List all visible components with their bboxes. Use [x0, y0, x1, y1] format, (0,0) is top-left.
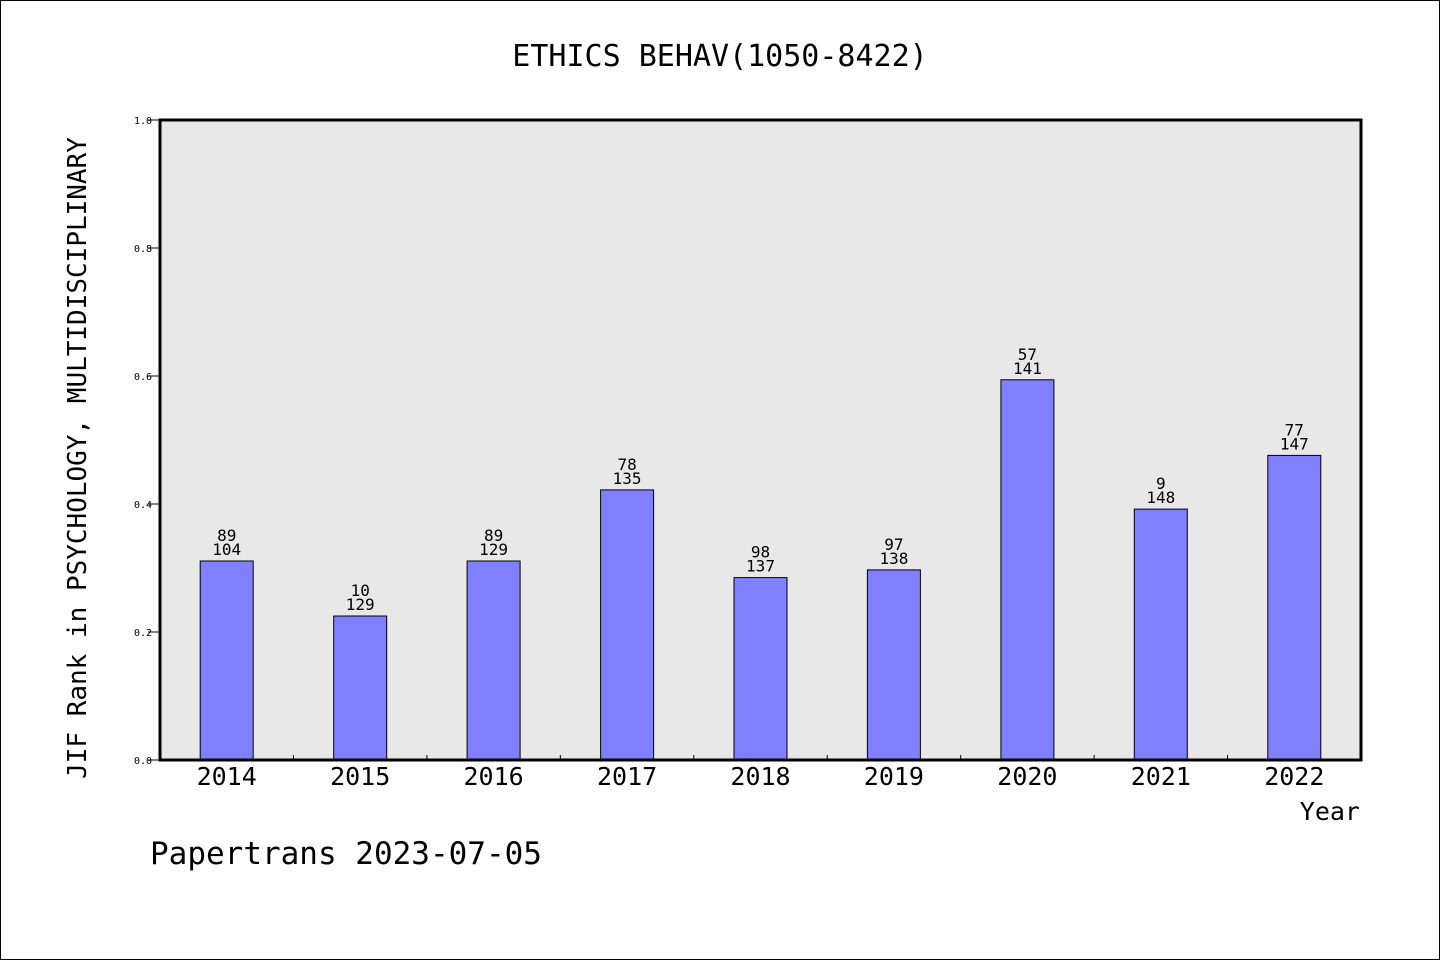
x-tick-label-2017: 2017 — [597, 762, 657, 791]
data-labels-group: 8910410129891297813598137971385714191487… — [212, 345, 1309, 614]
footer-watermark: Papertrans 2023-07-05 — [150, 836, 542, 872]
y-tick-label-0.8: 0.8 — [134, 244, 152, 255]
total-label-2019: 138 — [879, 549, 908, 568]
chart-title: ETHICS BEHAV(1050-8422) — [512, 39, 927, 74]
x-tick-label-2020: 2020 — [997, 762, 1057, 791]
x-tick-label-2016: 2016 — [463, 762, 523, 791]
x-tick-label-2014: 2014 — [197, 762, 257, 791]
bar-2020 — [1000, 379, 1055, 761]
x-tick-label-2019: 2019 — [864, 762, 924, 791]
y-axis-ticks: 0.0 0.2 0.4 0.6 0.8 1.0 — [134, 116, 160, 767]
total-label-2015: 129 — [346, 595, 375, 614]
total-label-2017: 135 — [613, 469, 642, 488]
total-label-2014: 104 — [212, 540, 241, 559]
total-label-2016: 129 — [479, 540, 508, 559]
rank-label-2019: 97 — [884, 535, 903, 554]
bar-2022 — [1267, 454, 1322, 761]
bars-group — [199, 379, 1322, 761]
rank-label-2022: 77 — [1285, 420, 1304, 439]
total-label-2020: 141 — [1013, 359, 1042, 378]
x-tick-label-2022: 2022 — [1264, 762, 1324, 791]
y-tick-label-0.2: 0.2 — [134, 628, 152, 639]
bar-2015 — [333, 615, 388, 761]
total-label-2018: 137 — [746, 557, 775, 576]
y-axis-label: JIF Rank in PSYCHOLOGY, MULTIDISCIPLINAR… — [63, 137, 93, 779]
rank-label-2021: 9 — [1156, 474, 1166, 493]
bar-2019 — [866, 569, 921, 761]
rank-label-2018: 98 — [751, 543, 770, 562]
rank-label-2014: 89 — [217, 526, 236, 545]
total-label-2022: 147 — [1280, 434, 1309, 453]
rank-label-2015: 10 — [351, 581, 370, 600]
rank-label-2016: 89 — [484, 526, 503, 545]
y-tick-label-0.6: 0.6 — [134, 372, 152, 383]
x-axis-ticks: 2014 2015 2016 2017 2018 2019 2020 2021 2022 — [197, 755, 1324, 791]
y-tick-label-0.0: 0.0 — [134, 756, 152, 767]
rank-label-2020: 57 — [1018, 345, 1037, 364]
x-axis-label: Year — [1300, 797, 1360, 826]
y-tick-label-0.4: 0.4 — [134, 500, 152, 511]
bar-2016 — [466, 560, 521, 761]
x-tick-label-2021: 2021 — [1131, 762, 1191, 791]
y-tick-label-1.0: 1.0 — [134, 116, 152, 127]
bar-2018 — [733, 577, 788, 761]
x-tick-label-2018: 2018 — [730, 762, 790, 791]
total-label-2021: 148 — [1146, 488, 1175, 507]
bar-2021 — [1133, 508, 1188, 761]
x-tick-label-2015: 2015 — [330, 762, 390, 791]
bar-2017 — [600, 489, 655, 761]
plot-border — [158, 118, 1363, 762]
rank-label-2017: 78 — [617, 455, 636, 474]
bar-2014 — [199, 560, 254, 761]
